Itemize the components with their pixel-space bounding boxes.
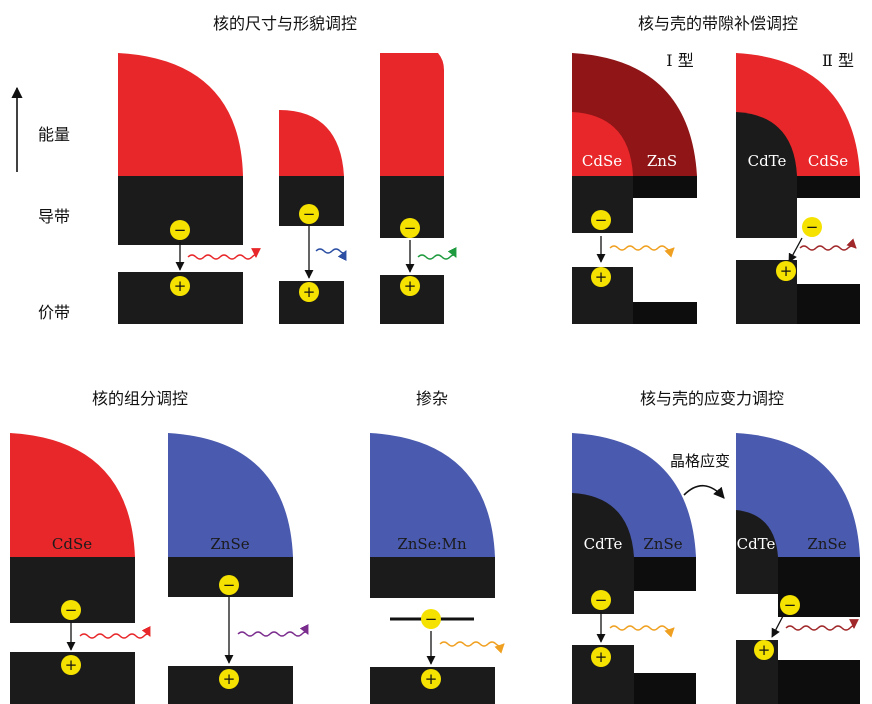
emission-brown-strain: [785, 619, 859, 631]
hole-znse-composition: +: [219, 669, 239, 689]
core-rod: [380, 53, 444, 176]
vb-strain-left-shell: [634, 673, 696, 704]
title-strain: 核与壳的应变力调控: [640, 389, 784, 408]
electron-znse-composition: −: [219, 575, 239, 595]
electron-large: −: [170, 220, 190, 240]
core-znse-mn: [370, 433, 495, 557]
label-cdte-strain-left: CdTe: [584, 535, 623, 553]
electron-sign: −: [65, 601, 78, 619]
electron-type2: −: [802, 217, 822, 237]
core-cdte-strain-right: [736, 510, 778, 557]
hole-sign: +: [595, 268, 608, 286]
cb-type2-shell: [797, 176, 860, 198]
label-znse-composition: ZnSe: [210, 535, 249, 553]
cb-strain-right-core: [736, 557, 778, 594]
electron-sign: −: [784, 596, 797, 614]
label-type-2: Ⅱ 型: [822, 51, 854, 70]
electron-sign: −: [425, 610, 438, 628]
electron-sign: −: [404, 219, 417, 237]
hole-sign: +: [425, 670, 438, 688]
core-type2: [736, 112, 797, 176]
core-cdse-composition: [10, 433, 135, 557]
cb-type2-core: [736, 176, 797, 238]
core-znse-composition: [168, 433, 293, 557]
label-znse-mn: ZnSe:Mn: [397, 535, 467, 553]
emission-green: [417, 246, 457, 260]
strain-curved-arrow: [683, 484, 725, 499]
electron-sign: −: [223, 576, 236, 594]
hole-sign: +: [65, 656, 78, 674]
title-doping: 掺杂: [416, 389, 448, 408]
label-zns: ZnS: [647, 152, 677, 170]
electron-sign: −: [303, 205, 316, 223]
transition-arrow-type2: [788, 237, 803, 263]
hole-strain-right: +: [754, 640, 774, 660]
electron-type1: −: [591, 210, 611, 230]
vb-type1-shell: [633, 302, 697, 324]
emission-brown-type2: [799, 238, 857, 251]
hole-cdse-composition: +: [61, 655, 81, 675]
label-cdte-type2: CdTe: [748, 152, 787, 170]
core-small: [279, 110, 344, 176]
cb-strain-left-shell: [634, 557, 696, 591]
electron-cdse-composition: −: [61, 600, 81, 620]
emission-purple-composition: [237, 623, 309, 637]
hole-sign: +: [174, 277, 187, 295]
emission-orange-strain: [609, 625, 675, 638]
core-cdte-strain-left: [572, 493, 634, 557]
hole-sign: +: [303, 283, 316, 301]
label-lattice-strain: 晶格应变: [670, 452, 730, 470]
vb-strain-right-shell: [778, 660, 860, 704]
hole-type2: +: [776, 261, 796, 281]
electron-sign: −: [595, 211, 608, 229]
label-energy: 能量: [38, 125, 70, 144]
title-shell-bandgap: 核与壳的带隙补偿调控: [638, 14, 798, 33]
electron-dopant: −: [421, 609, 441, 629]
title-composition: 核的组分调控: [92, 389, 188, 408]
hole-type1: +: [591, 267, 611, 287]
electron-rod: −: [400, 218, 420, 238]
electron-sign: −: [595, 591, 608, 609]
core-type1: [572, 112, 633, 176]
title-size-shape: 核的尺寸与形貌调控: [213, 14, 357, 33]
label-type-1: Ⅰ 型: [666, 51, 693, 70]
label-cdse-type1: CdSe: [582, 152, 622, 170]
label-cdse-composition: CdSe: [52, 535, 92, 553]
hole-strain-left: +: [591, 647, 611, 667]
electron-small: −: [299, 204, 319, 224]
label-cdse-type2: CdSe: [808, 152, 848, 170]
electron-strain-right: −: [780, 595, 800, 615]
label-znse-strain-left: ZnSe: [643, 535, 682, 553]
label-znse-strain-right: ZnSe: [807, 535, 846, 553]
emission-red-composition: [79, 625, 151, 639]
emission-orange-dopant: [439, 641, 505, 654]
hole-sign: +: [404, 277, 417, 295]
hole-sign: +: [758, 641, 771, 659]
label-valence-band: 价带: [38, 303, 70, 322]
hole-dopant: +: [421, 669, 441, 689]
electron-strain-left: −: [591, 590, 611, 610]
hole-large: +: [170, 276, 190, 296]
transition-arrow-strain-right: [771, 615, 784, 638]
cb-znse-mn: [370, 557, 495, 598]
core-large: [118, 53, 243, 176]
emission-red-large: [187, 248, 261, 260]
vb-type2-shell: [797, 284, 860, 324]
hole-sign: +: [780, 262, 793, 280]
hole-small: +: [299, 282, 319, 302]
hole-sign: +: [223, 670, 236, 688]
label-cdte-strain-right: CdTe: [737, 535, 776, 553]
hole-rod: +: [400, 276, 420, 296]
emission-orange-type1: [609, 245, 675, 258]
electron-sign: −: [174, 221, 187, 239]
electron-sign: −: [806, 218, 819, 236]
hole-sign: +: [595, 648, 608, 666]
label-conduction-band: 导带: [38, 207, 70, 226]
emission-blue: [315, 248, 347, 262]
